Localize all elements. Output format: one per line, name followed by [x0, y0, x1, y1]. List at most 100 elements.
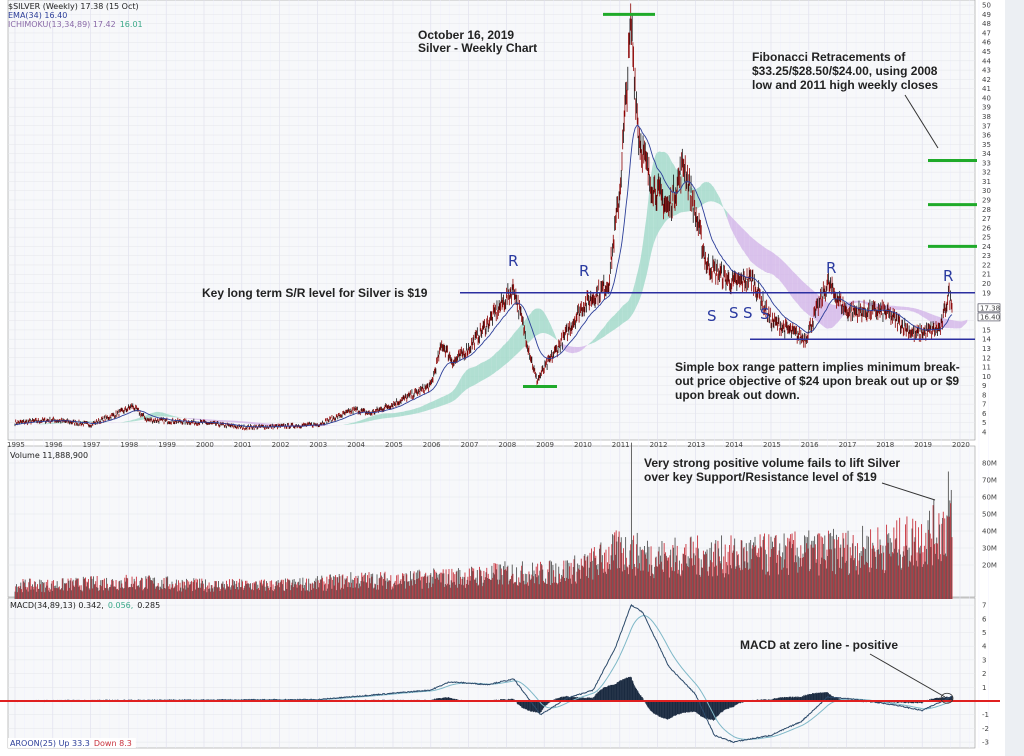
macd-tick-label: -2	[982, 725, 989, 733]
cloud-segment	[417, 406, 423, 414]
cloud-segment	[448, 391, 453, 404]
macd-series	[0, 603, 1000, 743]
cloud-segment	[238, 421, 244, 424]
cloud-segment	[500, 344, 505, 369]
cloud-segment	[958, 321, 963, 329]
annotation-volume-2: over key Support/Resistance level of $19	[644, 470, 877, 484]
cloud-segment	[422, 404, 427, 412]
x-tick-label: 2010	[574, 441, 592, 449]
price-tick-label: 46	[982, 39, 991, 47]
legend-aroon-down: Down 8.3	[94, 739, 132, 748]
cloud-segment	[901, 306, 907, 311]
annotation-box-1: Simple box range pattern implies minimum…	[675, 360, 960, 374]
legend-aroon: AROON(25) Up 33.3	[10, 739, 90, 748]
cloud-segment	[426, 402, 431, 411]
price-tick-label: 33	[982, 159, 991, 167]
cloud-segment	[347, 422, 353, 425]
cloud-segment	[618, 305, 623, 327]
cloud-segment	[195, 418, 200, 420]
cloud-segment	[570, 346, 575, 354]
axes: 1995 1996 1997 1998 1999 2000 2001 2002 2003 2004…	[7, 2, 1001, 747]
cloud-segment	[919, 309, 924, 318]
cloud-segment	[361, 418, 366, 423]
cloud-segment	[914, 308, 920, 315]
support-mark-2: S	[729, 304, 739, 322]
cloud-segment	[596, 330, 601, 342]
macd-tick-label: 2	[982, 670, 986, 678]
annotation-volume-1: Very strong positive volume fails to lif…	[644, 456, 900, 470]
cloud-segment	[125, 420, 130, 423]
price-tick-label: 48	[982, 20, 991, 28]
price-tick-label: 50	[982, 2, 991, 10]
ema-line	[14, 124, 953, 428]
annotation-fib-1: Fibonacci Retracements of	[752, 50, 906, 64]
cloud-segment	[888, 305, 894, 310]
cloud-segment	[762, 245, 767, 273]
cloud-segment	[906, 306, 911, 312]
cloud-segment	[513, 328, 519, 358]
cloud-segment	[138, 416, 143, 421]
cloud-segment	[600, 325, 606, 339]
cloud-segment	[592, 336, 597, 344]
cloud-segment	[801, 280, 806, 313]
volume-tick-label: 40M	[982, 528, 997, 536]
x-tick-label: 2005	[385, 441, 403, 449]
cloud-segment	[771, 251, 776, 277]
legend-price: $SILVER (Weekly) 17.38 (15 Oct)	[8, 2, 139, 11]
cloud-segment	[836, 304, 841, 324]
x-tick-label: 2009	[536, 441, 554, 449]
annotation-fib-2: $33.25/$28.50/$24.00, using 2008	[752, 64, 938, 78]
cloud-segment	[587, 340, 593, 345]
cloud-segment	[321, 425, 327, 427]
cloud-segment	[723, 206, 728, 219]
cloud-segment	[439, 396, 444, 407]
x-tick-label: 2002	[272, 441, 290, 449]
price-tick-label: 11	[982, 364, 991, 372]
price-tick-label: 41	[982, 85, 991, 93]
price-tick-label: 6	[982, 410, 987, 418]
macd-tick-label: 5	[982, 629, 986, 637]
volume-tick-label: 80M	[982, 460, 997, 468]
cloud-segment	[705, 181, 710, 203]
price-tick-label: 22	[982, 261, 991, 269]
x-tick-label: 2001	[234, 441, 252, 449]
price-tick-label: 8	[982, 391, 986, 399]
cloud-segment	[116, 422, 122, 423]
cloud-segment	[579, 346, 584, 352]
cloud-segment	[788, 266, 793, 299]
cloud-segment	[474, 364, 479, 385]
cloud-segment	[709, 182, 715, 202]
annotation-fib-3: low and 2011 high weekly closes	[752, 78, 938, 92]
annotation-box-2: out price objective of $24 upon break ou…	[675, 374, 959, 388]
price-tick-label: 30	[982, 187, 991, 195]
cloud-segment	[491, 352, 497, 375]
x-tick-label: 2018	[876, 441, 894, 449]
cloud-segment	[531, 308, 536, 341]
price-readout: 17.38	[980, 304, 1000, 312]
volume-arrow	[881, 482, 936, 501]
support-mark-3: S	[743, 304, 753, 322]
cloud-segment	[243, 421, 248, 424]
macd-tick-label: 1	[982, 684, 986, 692]
cloud-segment	[744, 230, 750, 260]
price-tick-label: 25	[982, 234, 991, 242]
cloud-segment	[478, 362, 484, 383]
cloud-segment	[430, 400, 436, 410]
cloud-segment	[853, 300, 859, 304]
x-tick-label: 2015	[763, 441, 781, 449]
cloud-segment	[792, 271, 798, 304]
cloud-segment	[740, 226, 745, 254]
cloud-segment	[757, 242, 763, 270]
price-readout: 16.40	[980, 313, 1000, 321]
cloud-segment	[775, 254, 780, 281]
x-tick-label: 1996	[45, 441, 63, 449]
legend-volume: Volume 11,888,900	[10, 451, 88, 460]
x-tick-label: 2000	[196, 441, 214, 449]
macd-circle	[940, 692, 954, 704]
cloud-segment	[365, 417, 370, 422]
price-tick-label: 31	[982, 178, 991, 186]
cloud-segment	[413, 407, 418, 415]
cloud-segment	[897, 306, 902, 311]
price-tick-label: 10	[982, 373, 991, 381]
x-tick-label: 2012	[650, 441, 668, 449]
